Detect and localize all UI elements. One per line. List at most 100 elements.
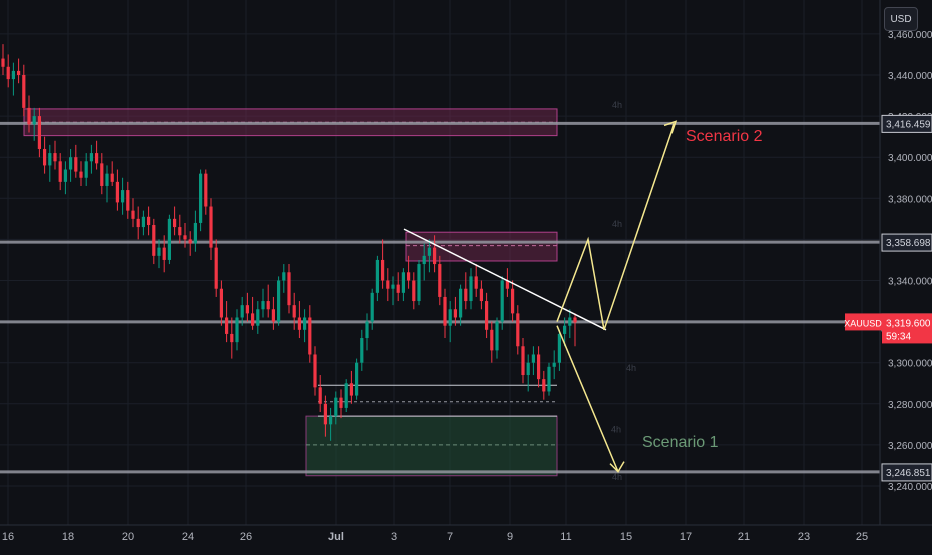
currency-button[interactable]: USD bbox=[884, 7, 918, 31]
candle-body bbox=[433, 247, 437, 265]
candle-body bbox=[464, 288, 468, 302]
candle-body bbox=[271, 309, 275, 322]
candle-body bbox=[531, 354, 535, 363]
candle-body bbox=[136, 218, 140, 228]
level-tag bbox=[881, 233, 932, 252]
x-tick-label: 21 bbox=[738, 531, 750, 543]
scenario1-label: Scenario 1 bbox=[642, 434, 719, 451]
x-tick-label: 23 bbox=[798, 531, 810, 543]
candle-body bbox=[323, 403, 327, 425]
candle-body bbox=[334, 397, 338, 417]
candle-body bbox=[141, 216, 145, 228]
candle-body bbox=[573, 317, 577, 323]
y-tick-label: 3,460.000 bbox=[888, 30, 932, 41]
level-tag-value: 3,416.459 bbox=[886, 119, 931, 130]
candle-body bbox=[318, 387, 322, 404]
price-tag bbox=[882, 313, 932, 344]
y-tick-label: 3,240.000 bbox=[888, 482, 932, 493]
level-tag-value: 3,246.851 bbox=[886, 468, 931, 479]
candle-body bbox=[251, 313, 255, 326]
candle-body bbox=[131, 210, 135, 219]
x-tick-label: 16 bbox=[2, 531, 14, 543]
candle-body bbox=[32, 116, 36, 125]
candle-body bbox=[1, 58, 5, 67]
x-tick-label: 11 bbox=[560, 531, 571, 543]
y-tick-label: 3,380.000 bbox=[888, 194, 932, 205]
x-tick-label: 15 bbox=[620, 531, 632, 543]
candle-body bbox=[110, 173, 114, 182]
candle-body bbox=[391, 284, 395, 289]
candle-body bbox=[516, 313, 520, 347]
scenario1-arrowhead bbox=[609, 461, 625, 473]
candle-body bbox=[121, 190, 125, 203]
y-tick-label: 3,340.000 bbox=[888, 277, 932, 288]
candle-body bbox=[178, 227, 182, 236]
countdown-label: 59:34 bbox=[886, 331, 911, 342]
candle-body bbox=[11, 70, 15, 80]
x-tick-label: 9 bbox=[507, 531, 513, 543]
timeframe-mark: 4h bbox=[611, 425, 621, 435]
candle-body bbox=[48, 153, 52, 166]
symbol-tag bbox=[845, 313, 882, 331]
level-tag-value: 3,358.698 bbox=[886, 238, 931, 249]
x-tick-label: 20 bbox=[122, 531, 134, 543]
candle-body bbox=[256, 309, 260, 326]
candle-body bbox=[485, 301, 489, 330]
candle-body bbox=[167, 218, 171, 260]
time-axis[interactable]: 16 18 20 24 26 Jul 3 7 9 11 15 17 21 23 25 bbox=[0, 524, 932, 543]
candle-body bbox=[542, 379, 546, 392]
candle-body bbox=[552, 362, 556, 367]
candle-body bbox=[152, 225, 156, 256]
candle-body bbox=[427, 247, 431, 256]
y-tick-label: 3,260.000 bbox=[888, 441, 932, 452]
candle-body bbox=[157, 247, 161, 256]
timeframe-mark: 4h bbox=[612, 100, 622, 110]
x-tick-label: Jul bbox=[328, 531, 344, 543]
candle-body bbox=[58, 161, 62, 182]
candle-body bbox=[261, 301, 265, 310]
candle-body bbox=[308, 317, 312, 355]
candle-body bbox=[339, 397, 343, 408]
candle-body bbox=[105, 173, 109, 186]
candle-body bbox=[22, 75, 26, 108]
candle-body bbox=[209, 206, 213, 248]
candle-body bbox=[526, 362, 530, 376]
x-tick-label: 24 bbox=[182, 531, 194, 543]
candle-body bbox=[79, 171, 83, 178]
y-tick-label: 3,300.000 bbox=[888, 359, 932, 370]
candle-body bbox=[474, 276, 478, 289]
candle-body bbox=[89, 153, 93, 162]
timeframe-mark: 4h bbox=[612, 472, 622, 482]
candle-body bbox=[490, 329, 494, 351]
candle-body bbox=[344, 383, 348, 408]
x-tick-label: 7 bbox=[447, 531, 453, 543]
candle-body bbox=[69, 157, 73, 170]
candle-body bbox=[230, 333, 234, 343]
candle-body bbox=[381, 259, 385, 281]
candle-body bbox=[37, 116, 41, 149]
candle-body bbox=[313, 354, 317, 388]
candle-body bbox=[453, 309, 457, 318]
candle-body bbox=[547, 366, 551, 392]
candle-body bbox=[63, 169, 67, 182]
y-tick-label: 3,440.000 bbox=[888, 71, 932, 82]
scenario1-path bbox=[556, 325, 619, 472]
candle-body bbox=[53, 153, 57, 162]
candle-body bbox=[511, 288, 515, 314]
candle-body bbox=[365, 321, 369, 339]
candle-body bbox=[422, 255, 426, 265]
candle-body bbox=[240, 305, 244, 318]
candle-body bbox=[292, 305, 296, 318]
candle-body bbox=[355, 362, 359, 396]
candle-body bbox=[360, 338, 364, 363]
candle-body bbox=[521, 346, 525, 376]
supply-zone-lower bbox=[405, 231, 558, 262]
candle-body bbox=[557, 333, 561, 363]
candles bbox=[1, 44, 577, 441]
candle-body bbox=[505, 280, 509, 289]
timeframe-mark: 4h bbox=[612, 219, 622, 229]
candle-body bbox=[100, 163, 104, 186]
candle-body bbox=[193, 222, 197, 244]
